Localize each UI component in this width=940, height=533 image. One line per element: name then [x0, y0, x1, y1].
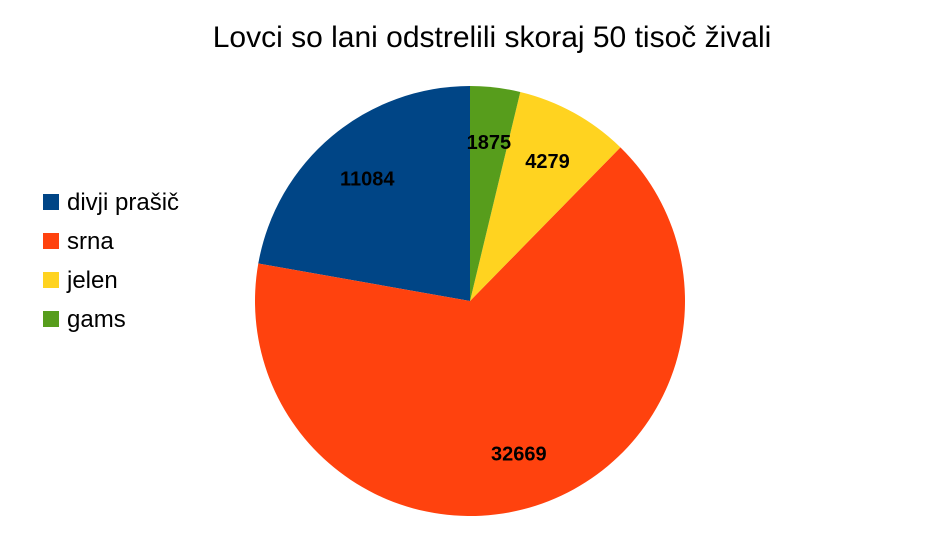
legend-swatch-1	[43, 194, 59, 210]
pie-data-labels: 11084 32669 4279 1875	[340, 132, 570, 465]
chart-title: Lovci so lani odstrelili skoraj 50 tisoč…	[213, 21, 772, 54]
legend-swatch-3	[43, 272, 59, 288]
legend: divji prašič srna jelen gams	[43, 189, 179, 333]
pie-slice-4	[470, 86, 521, 301]
legend-label-1: divji prašič	[67, 189, 179, 216]
legend-label-4: gams	[67, 306, 126, 333]
data-label-1: 11084	[340, 168, 395, 190]
legend-swatch-4	[43, 311, 59, 327]
pie-slice-1	[258, 86, 470, 301]
data-label-4: 1875	[467, 132, 512, 154]
legend-label-3: jelen	[66, 267, 118, 294]
data-label-3: 4279	[525, 151, 570, 173]
data-label-2: 32669	[491, 443, 547, 465]
legend-swatch-2	[43, 233, 59, 249]
pie-slice-3	[470, 91, 621, 301]
legend-label-2: srna	[67, 228, 114, 255]
pie-slice-2	[255, 147, 685, 516]
pie-slices	[255, 86, 685, 516]
